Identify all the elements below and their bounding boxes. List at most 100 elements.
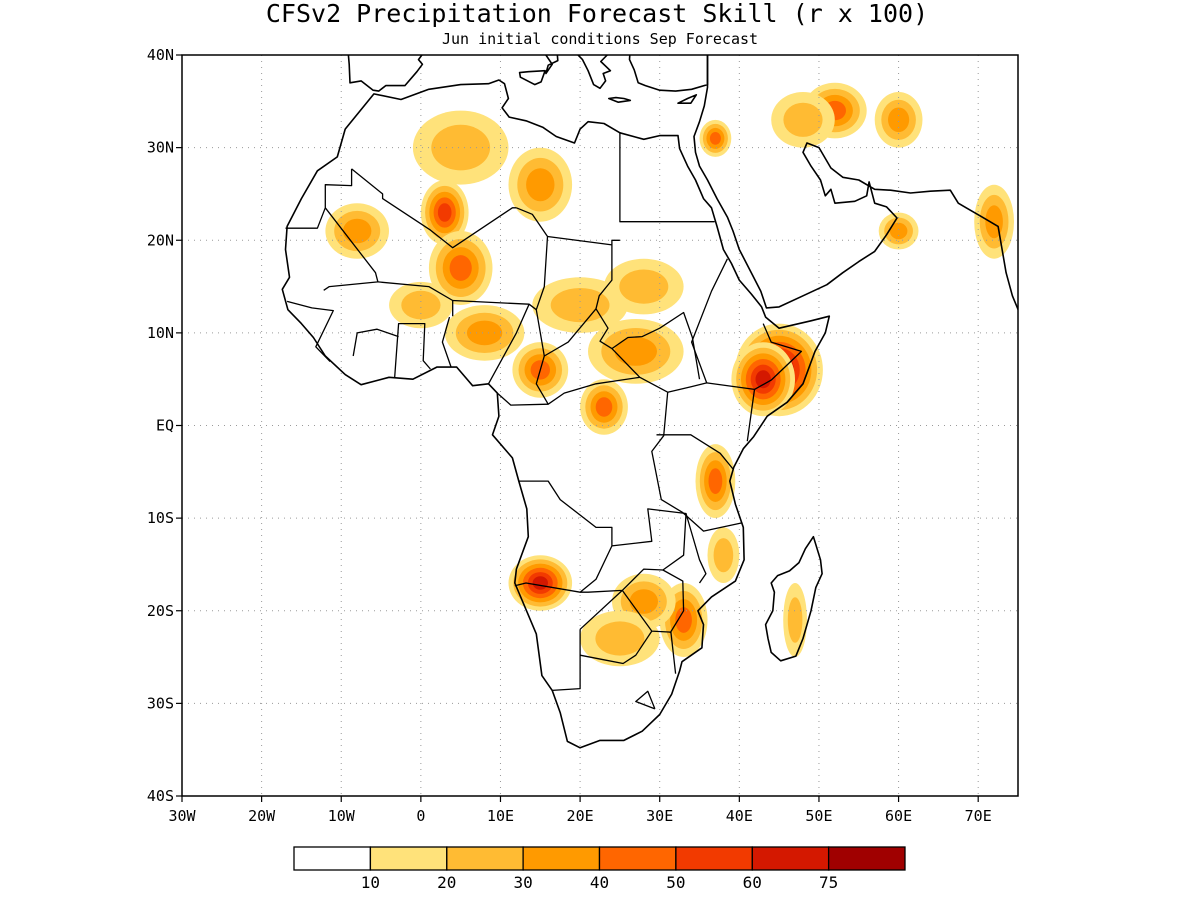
skill-contour <box>629 589 658 614</box>
lat-tick-label: 40N <box>147 46 174 64</box>
skill-region <box>532 277 628 333</box>
lat-tick-label: 10S <box>147 509 174 527</box>
skill-contour <box>532 576 548 590</box>
lon-tick-label: 60E <box>885 807 912 825</box>
skill-contour <box>985 205 1003 239</box>
skill-shading <box>325 82 1014 667</box>
skill-contour <box>550 288 610 323</box>
country-border <box>535 308 597 357</box>
lon-tick-label: 30W <box>168 807 196 825</box>
country-border <box>690 258 728 384</box>
europe-coastline <box>347 55 709 104</box>
lon-tick-label: 10W <box>328 807 356 825</box>
country-border <box>656 434 734 470</box>
arabia-coastline <box>693 55 1018 312</box>
country-border <box>352 328 399 357</box>
skill-region <box>699 119 732 157</box>
colorbar-swatch <box>598 846 677 871</box>
skill-region <box>695 444 736 519</box>
skill-region <box>428 231 493 305</box>
colorbar-label: 50 <box>666 873 685 892</box>
skill-region <box>389 281 453 329</box>
skill-region <box>580 379 628 435</box>
lon-tick-label: 30E <box>646 807 673 825</box>
lon-axis: 30W 20W 10W 0 10E 20E 30E 40E 50E 60E 70E <box>168 796 992 825</box>
lat-tick-label: 30S <box>147 694 174 712</box>
skill-contour <box>431 124 491 171</box>
skill-contour <box>466 320 503 346</box>
gridlines <box>182 55 1018 796</box>
country-border <box>487 303 530 385</box>
country-border <box>496 392 549 406</box>
country-border <box>611 239 620 245</box>
colorbar-label: 30 <box>513 873 532 892</box>
skill-contour <box>708 468 723 494</box>
skill-region <box>420 180 469 245</box>
lat-tick-label: 30N <box>147 139 174 157</box>
country-border <box>651 392 743 532</box>
lon-tick-label: 70E <box>965 807 992 825</box>
lat-tick-label: 20S <box>147 602 174 620</box>
skill-region <box>731 342 795 417</box>
skill-contour <box>783 102 823 137</box>
skill-contour <box>595 621 645 656</box>
colorbar-label: 75 <box>819 873 838 892</box>
country-border <box>514 480 613 593</box>
skill-region <box>508 555 573 611</box>
colorbar-swatch <box>369 846 448 871</box>
skill-contour <box>619 269 669 304</box>
country-border <box>611 311 701 380</box>
lon-tick-label: 10E <box>487 807 514 825</box>
colorbar: 10 20 30 40 50 60 75 <box>293 846 906 892</box>
skill-contour <box>675 607 692 633</box>
skill-region <box>580 610 660 667</box>
skill-contour <box>755 370 771 389</box>
country-border <box>685 513 707 584</box>
lat-tick-label: 40S <box>147 787 174 805</box>
country-border <box>579 630 653 665</box>
country-border <box>441 316 452 368</box>
skill-contour <box>343 218 372 244</box>
skill-contour <box>888 107 910 133</box>
colorbar-label: 20 <box>437 873 456 892</box>
lon-tick-label: 50E <box>805 807 832 825</box>
country-border <box>377 281 454 317</box>
country-border <box>552 629 581 692</box>
lat-tick-label: EQ <box>156 417 174 435</box>
skill-region <box>974 184 1014 259</box>
country-border <box>286 300 334 363</box>
lon-tick-label: 20E <box>567 807 594 825</box>
country-border <box>635 690 656 710</box>
lat-tick-label: 10N <box>147 324 174 342</box>
skill-region <box>412 110 509 185</box>
skill-contour <box>614 337 657 366</box>
skill-contour <box>713 538 734 573</box>
colorbar-label: 60 <box>743 873 762 892</box>
lon-tick-label: 40E <box>726 807 753 825</box>
colorbar-swatch <box>751 846 830 871</box>
colorbar-swatch <box>293 846 372 871</box>
lon-tick-label: 20W <box>248 807 276 825</box>
country-border <box>547 235 669 393</box>
skill-contour <box>709 132 721 145</box>
colorbar-swatch <box>522 846 601 871</box>
country-border <box>662 569 685 634</box>
africa-coastline <box>281 79 831 749</box>
skill-region <box>508 147 573 222</box>
chart-title: CFSv2 Precipitation Forecast Skill (r x … <box>266 0 928 28</box>
skill-contour <box>401 290 441 320</box>
skill-region <box>707 527 740 583</box>
chart-subtitle: Jun initial conditions Sep Forecast <box>442 30 758 48</box>
skill-region <box>612 573 676 630</box>
colorbar-label: 40 <box>590 873 609 892</box>
colorbar-swatch <box>675 846 753 871</box>
colorbar-swatch <box>827 846 906 871</box>
country-border <box>393 322 431 379</box>
skill-contour <box>889 222 908 240</box>
skill-region <box>604 258 684 315</box>
skill-contour <box>449 255 472 281</box>
country-borders <box>285 132 803 710</box>
lon-tick-label: 0 <box>416 807 425 825</box>
skill-region <box>771 92 835 148</box>
